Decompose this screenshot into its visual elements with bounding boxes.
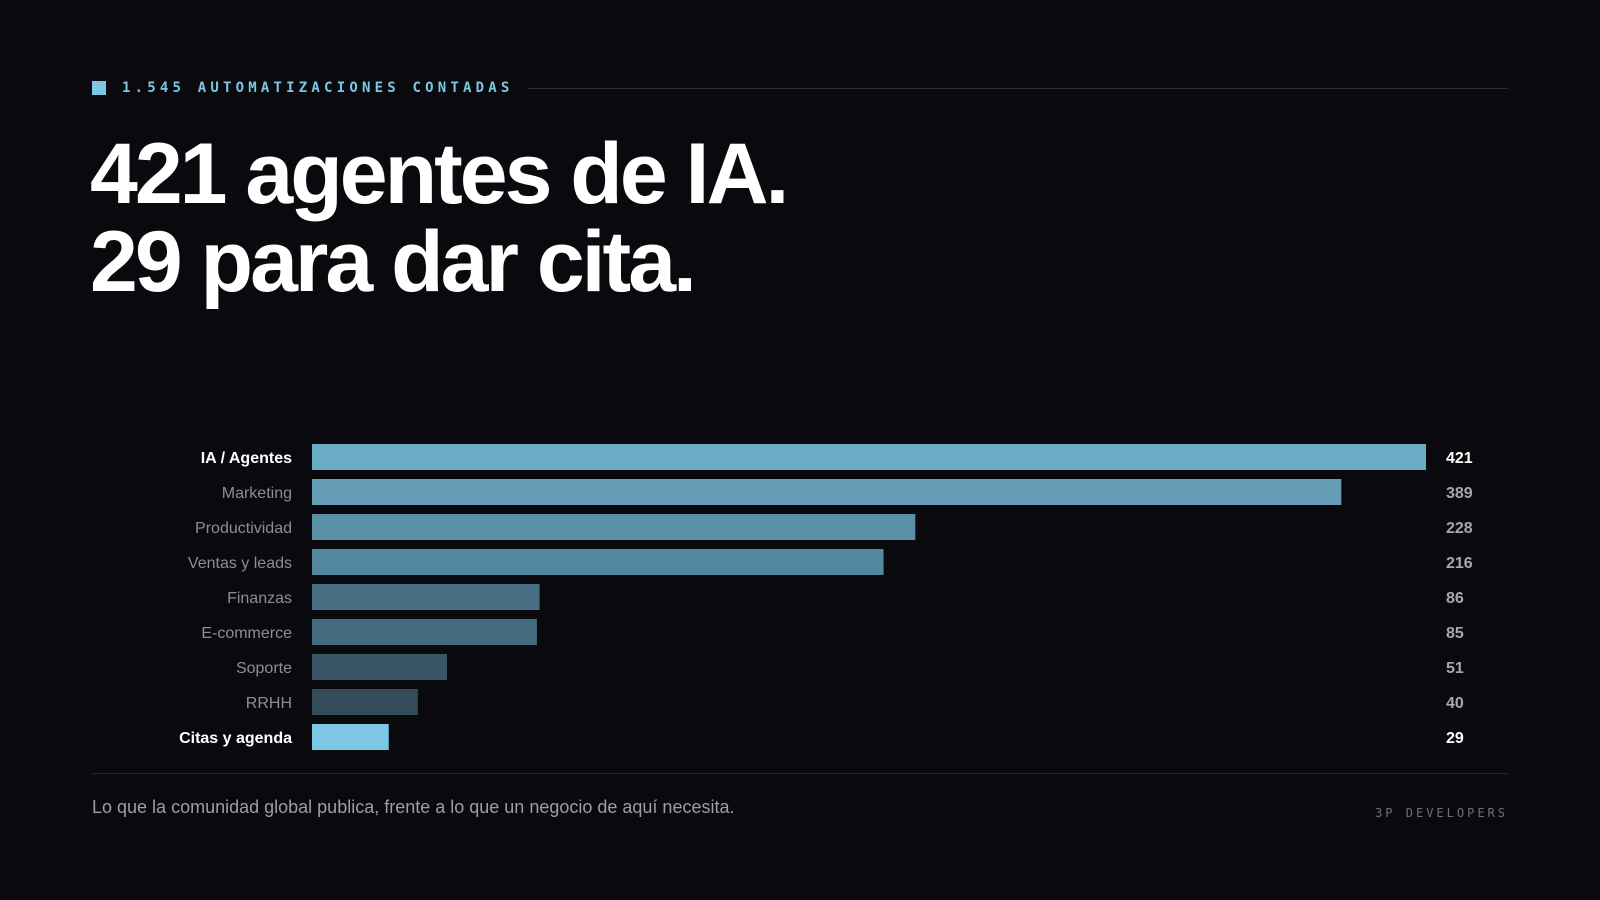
bar-e-commerce [312,619,537,645]
value-label-soporte: 51 [1446,660,1464,677]
bar-productividad [312,514,916,540]
bar-ia-agentes [312,444,1426,470]
category-label-rrhh: RRHH [246,695,292,712]
value-label-e-commerce: 85 [1446,625,1464,642]
eyebrow-square-icon [92,81,106,95]
value-label-finanzas: 86 [1446,590,1464,607]
value-label-citas-y-agenda: 29 [1446,730,1464,747]
category-label-ventas-y-leads: Ventas y leads [188,555,292,572]
bar-ventas-y-leads [312,549,884,575]
brand-label: 3P DEVELOPERS [1375,806,1508,820]
eyebrow-label: 1.545 AUTOMATIZACIONES CONTADAS [122,80,514,96]
footnote: Lo que la comunidad global publica, fren… [92,797,735,817]
headline-line-1: 421 agentes de IA. [90,126,789,222]
value-label-rrhh: 40 [1446,695,1464,712]
value-label-marketing: 389 [1446,485,1473,502]
footer-divider [92,773,1508,774]
bar-soporte [312,654,447,680]
bar-marketing [312,479,1342,505]
headline: 421 agentes de IA. 29 para dar cita. [90,126,789,310]
category-label-e-commerce: E-commerce [201,625,292,642]
bar-chart: IA / Agentes 421 Marketing 389 Productividad… [179,444,1473,750]
bar-finanzas [312,584,540,610]
headline-line-2: 29 para dar cita. [90,214,697,310]
category-label-productividad: Productividad [195,520,292,537]
value-label-productividad: 228 [1446,520,1473,537]
category-label-citas-y-agenda: Citas y agenda [179,730,292,747]
bar-rrhh [312,689,418,715]
category-label-soporte: Soporte [236,660,292,677]
category-label-marketing: Marketing [222,485,292,502]
bar-citas-y-agenda [312,724,389,750]
eyebrow-divider [527,87,1508,89]
category-label-finanzas: Finanzas [227,590,292,607]
value-label-ventas-y-leads: 216 [1446,555,1473,572]
eyebrow: 1.545 AUTOMATIZACIONES CONTADAS [92,80,1508,96]
value-label-ia-agentes: 421 [1446,450,1473,467]
category-label-ia-agentes: IA / Agentes [201,450,292,467]
